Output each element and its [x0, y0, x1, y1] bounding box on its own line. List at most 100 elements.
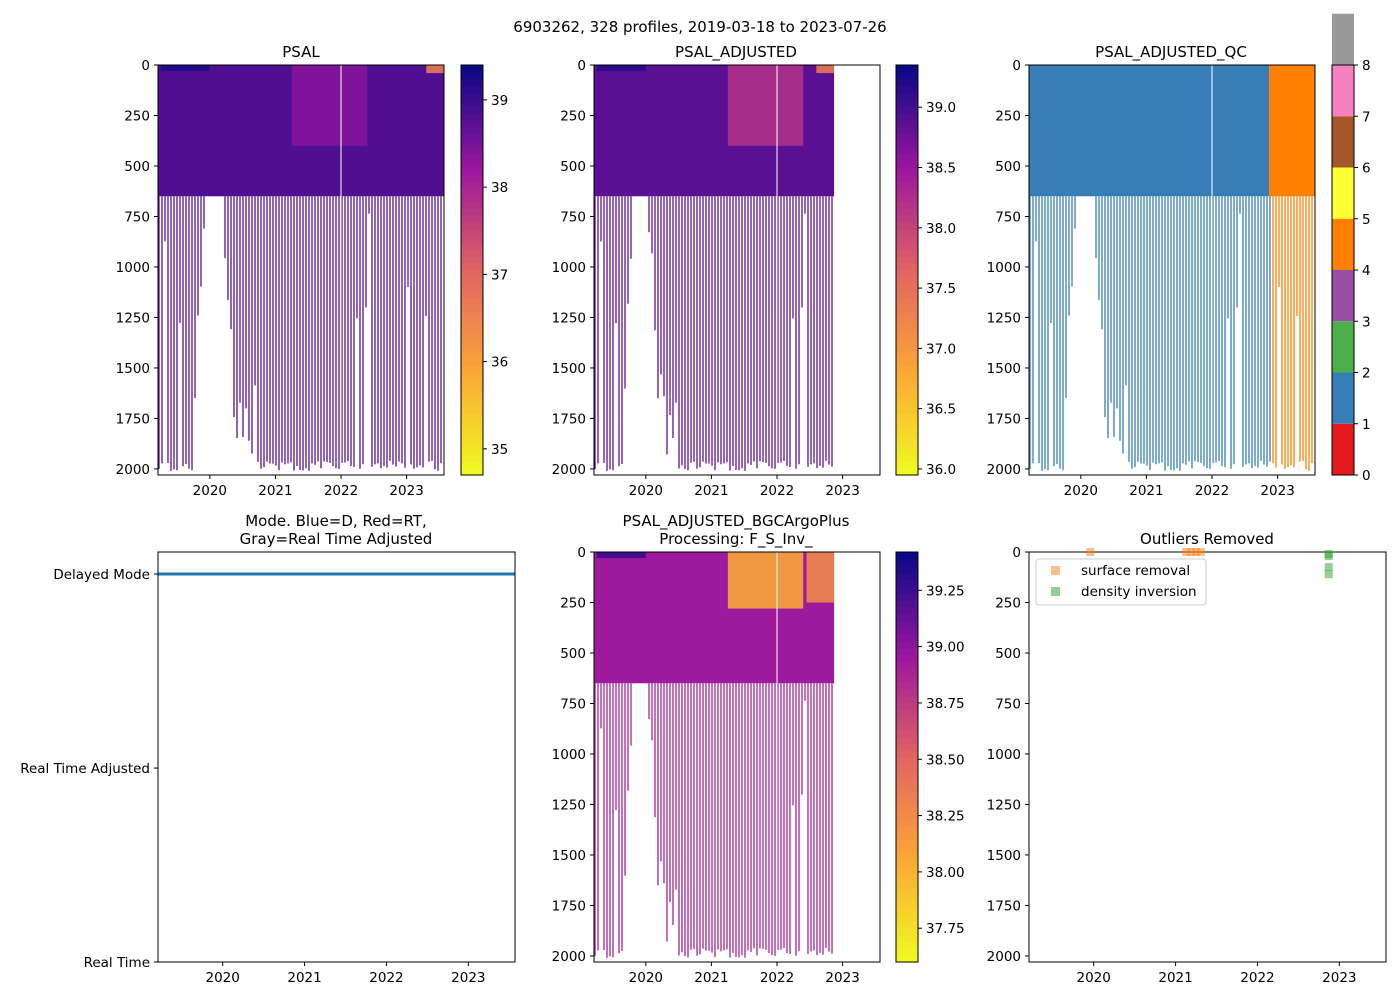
- colorbar-step: [896, 338, 918, 346]
- colorbar-segment: [1332, 13, 1354, 65]
- mode-title-line-2: Gray=Real Time Adjusted: [240, 530, 433, 548]
- colorbar-step: [896, 818, 918, 826]
- colorbar-step: [461, 440, 483, 449]
- figure-title: 6903262, 328 profiles, 2019-03-18 to 202…: [513, 18, 886, 36]
- y-tick-label: 2000: [987, 949, 1021, 965]
- x-tick-label: 2021: [287, 970, 321, 986]
- colorbar-step: [896, 352, 918, 360]
- y-tick-label: 750: [124, 209, 150, 225]
- x-tick-label: 2022: [760, 483, 794, 499]
- colorbar-step: [896, 181, 918, 189]
- x-tick-label: 2023: [389, 483, 423, 499]
- x-tick-label: 2021: [694, 483, 728, 499]
- y-tick-label: 0: [577, 58, 586, 74]
- colorbar-step: [461, 112, 483, 121]
- colorbar-step: [461, 413, 483, 421]
- colorbar-step: [461, 263, 483, 271]
- outlier-point: [1086, 548, 1095, 556]
- colorbar-segment: [1332, 116, 1354, 168]
- x-tick-label: 2022: [760, 970, 794, 986]
- colorbar-step: [461, 119, 483, 128]
- outlier-point: [1192, 548, 1201, 556]
- colorbar-step: [896, 832, 918, 840]
- colorbar-step: [896, 140, 918, 148]
- psal-adjusted-qc-panel: 2020 2021 2022 2023025050075010001250150017…: [987, 13, 1371, 499]
- colorbar-step: [461, 290, 483, 298]
- colorbar-step: [896, 222, 918, 230]
- colorbar-segment: [1332, 423, 1354, 475]
- x-tick-label: 2023: [825, 970, 859, 986]
- colorbar-step: [896, 743, 918, 751]
- colorbar-tick-label: 36.5: [926, 402, 956, 418]
- colorbar-step: [896, 886, 918, 895]
- y-tick-label: 2000: [116, 462, 150, 478]
- colorbar-step: [896, 579, 918, 587]
- y-tick-label: 750: [995, 696, 1021, 712]
- colorbar-step: [896, 948, 918, 956]
- colorbar-step: [896, 311, 918, 319]
- colorbar-frame: [460, 64, 484, 476]
- colorbar-step: [896, 770, 918, 779]
- colorbar-tick-label: 6: [1362, 161, 1371, 177]
- colorbar-step: [896, 194, 918, 203]
- colorbar-step: [896, 133, 918, 141]
- y-tick-label: 2000: [552, 949, 586, 965]
- colorbar-step: [896, 270, 918, 278]
- colorbar-step: [896, 688, 918, 697]
- y-tick-label: 1750: [552, 411, 586, 427]
- x-tick-label: 2023: [825, 483, 859, 499]
- colorbar-tick-label: 1: [1362, 417, 1371, 433]
- x-tick-label: 2023: [1322, 970, 1356, 986]
- x-tick-label: 2021: [694, 970, 728, 986]
- colorbar-step: [896, 914, 918, 922]
- heatmap-region: [727, 65, 804, 146]
- colorbar-step: [896, 160, 918, 169]
- colorbar-step: [461, 92, 483, 100]
- colorbar-step: [896, 427, 918, 435]
- colorbar-step: [896, 702, 918, 710]
- x-tick-label: 2020: [1077, 970, 1111, 986]
- colorbar-step: [461, 106, 483, 114]
- colorbar-step: [896, 599, 918, 608]
- colorbar-segment: [1332, 270, 1354, 322]
- colorbar-tick-label: 37.0: [926, 341, 956, 357]
- x-tick-label: 2022: [1240, 970, 1274, 986]
- colorbar-step: [461, 324, 483, 333]
- colorbar-tick-label: 37.75: [926, 921, 965, 937]
- y-tick-label: 1500: [552, 361, 586, 377]
- x-tick-label: 2022: [1195, 483, 1229, 499]
- colorbar-step: [896, 593, 918, 601]
- x-tick-label: 2020: [1064, 483, 1098, 499]
- colorbar-step: [461, 160, 483, 169]
- colorbar-step: [461, 358, 483, 367]
- colorbar-tick-label: 39.0: [926, 100, 956, 116]
- colorbar-step: [896, 572, 918, 580]
- legend-surface-removal-swatch: [1051, 566, 1060, 575]
- heatmap-region: [291, 65, 368, 146]
- colorbar-tick-label: 8: [1362, 58, 1371, 74]
- colorbar-step: [896, 256, 918, 264]
- colorbar-step: [896, 126, 918, 134]
- heatmap-region: [426, 65, 444, 74]
- colorbar-step: [461, 365, 483, 374]
- colorbar-step: [896, 777, 918, 785]
- colorbar-tick-label: 5: [1362, 212, 1371, 228]
- colorbar-step: [896, 709, 918, 717]
- y-tick-label: 1250: [987, 797, 1021, 813]
- colorbar-step: [896, 668, 918, 676]
- y-tick-label: 750: [995, 209, 1021, 225]
- outliers-legend: surface removal density inversion: [1035, 558, 1207, 606]
- psal-adjusted-panel: 2020 2021 2022 2023 0 250 500 750 1000 1250 1500 17…: [552, 58, 956, 499]
- colorbar-step: [461, 140, 483, 148]
- psal-adjusted-qc-title: PSAL_ADJUSTED_QC: [1095, 43, 1247, 62]
- colorbar-step: [896, 627, 918, 635]
- colorbar-step: [896, 324, 918, 333]
- colorbar-tick-label: 38.75: [926, 696, 965, 712]
- y-tick-label: 500: [560, 646, 586, 662]
- colorbar-step: [896, 461, 918, 469]
- colorbar-step: [461, 461, 483, 469]
- colorbar-step: [896, 263, 918, 271]
- colorbar-step: [896, 613, 918, 621]
- colorbar-step: [461, 338, 483, 346]
